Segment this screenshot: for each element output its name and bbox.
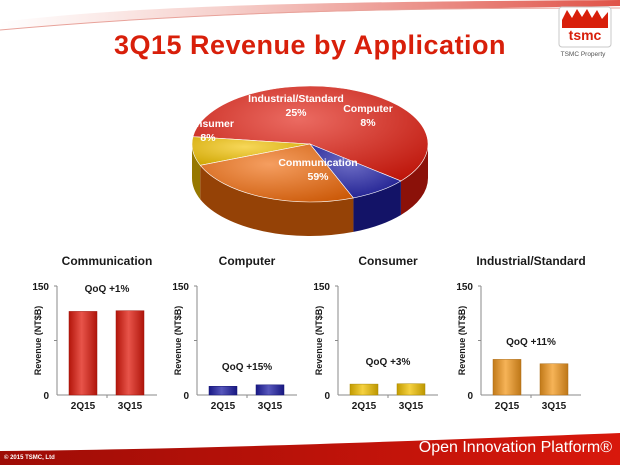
y-tick-label: 0 bbox=[43, 391, 49, 402]
pie-value-label: 8% bbox=[360, 117, 376, 129]
x-tick-label: 3Q15 bbox=[258, 401, 283, 412]
tsmc-logo: tsmc bbox=[558, 6, 612, 48]
bar-charts: Communication 150 0 Revenue (NT$B) 2Q15 3Q15 Q… bbox=[32, 254, 585, 412]
pie-slice-computer bbox=[309, 143, 402, 199]
footer-tagline: Open Innovation Platform® bbox=[418, 439, 612, 456]
x-tick-label: 3Q15 bbox=[399, 401, 424, 412]
pie-slice-side bbox=[192, 144, 201, 200]
bar-chart-title: Computer bbox=[219, 254, 276, 268]
y-tick-label: 150 bbox=[172, 282, 189, 293]
y-tick-label: 0 bbox=[467, 391, 473, 402]
pie-slice-communication bbox=[192, 85, 429, 182]
logo-wordmark: tsmc bbox=[569, 27, 602, 43]
pie-chart: Communication 59% Consumer 8% Industrial/Sta… bbox=[186, 85, 429, 236]
bar-2q15 bbox=[492, 359, 522, 396]
x-tick-label: 2Q15 bbox=[495, 401, 520, 412]
y-axis-label: Revenue (NT$B) bbox=[33, 306, 43, 376]
x-tick-label: 2Q15 bbox=[71, 401, 96, 412]
x-tick-label: 3Q15 bbox=[542, 401, 567, 412]
pie-slice-side bbox=[353, 180, 401, 232]
pie-value-label: 8% bbox=[200, 132, 216, 144]
bar-3q15 bbox=[115, 310, 145, 396]
y-axis-label: Revenue (NT$B) bbox=[173, 306, 183, 376]
y-axis-label: Revenue (NT$B) bbox=[314, 306, 324, 376]
pie-slice-side bbox=[400, 144, 428, 215]
bar-chart-title: Consumer bbox=[358, 254, 418, 268]
x-tick-label: 2Q15 bbox=[352, 401, 377, 412]
bar-2q15 bbox=[349, 383, 379, 396]
pie-value-label: 59% bbox=[307, 171, 329, 183]
pie-value-label: 25% bbox=[285, 107, 307, 119]
bar-chart-title: Communication bbox=[62, 254, 153, 268]
bar-3q15 bbox=[539, 363, 569, 396]
y-tick-label: 150 bbox=[456, 282, 473, 293]
bar-2q15 bbox=[208, 386, 238, 396]
pie-label: Consumer bbox=[186, 118, 234, 130]
pie-label: Industrial/Standard bbox=[248, 93, 344, 105]
qoq-annotation: QoQ +11% bbox=[506, 337, 556, 348]
footer-copyright: © 2015 TSMC, Ltd bbox=[4, 455, 55, 461]
pie-label: Communication bbox=[278, 157, 357, 169]
qoq-annotation: QoQ +15% bbox=[222, 362, 272, 373]
pie-slice-side bbox=[200, 165, 354, 236]
x-tick-label: 3Q15 bbox=[118, 401, 143, 412]
page-title: 3Q15 Revenue by Application bbox=[113, 30, 507, 60]
bar-2q15 bbox=[68, 311, 98, 396]
qoq-annotation: QoQ +1% bbox=[85, 284, 130, 295]
footer-band bbox=[0, 433, 620, 465]
bar-3q15 bbox=[255, 384, 285, 396]
header-swoosh bbox=[0, 0, 620, 31]
qoq-annotation: QoQ +3% bbox=[366, 357, 411, 368]
pie-label: Computer bbox=[343, 103, 393, 115]
x-tick-label: 2Q15 bbox=[211, 401, 236, 412]
y-tick-label: 150 bbox=[32, 282, 49, 293]
y-axis-label: Revenue (NT$B) bbox=[457, 306, 467, 376]
pie-slice-industrial-standard bbox=[199, 143, 354, 203]
y-tick-label: 0 bbox=[324, 391, 330, 402]
bar-chart-title: Industrial/Standard bbox=[476, 254, 585, 268]
logo-caption: TSMC Property bbox=[560, 51, 606, 58]
bar-3q15 bbox=[396, 383, 426, 396]
y-tick-label: 0 bbox=[183, 391, 189, 402]
y-tick-label: 150 bbox=[313, 282, 330, 293]
